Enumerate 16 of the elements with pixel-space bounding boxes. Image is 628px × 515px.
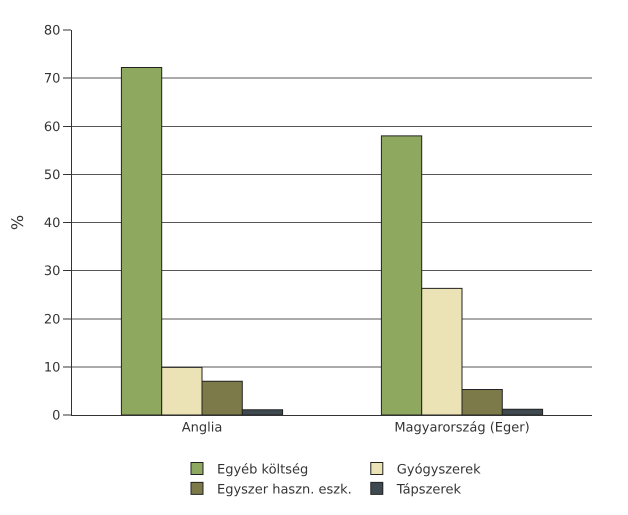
y-axis-title: % <box>8 214 27 230</box>
y-tick-label: 60 <box>44 120 60 135</box>
x-tick-label: Anglia <box>182 420 222 436</box>
y-tick-label: 0 <box>52 408 60 424</box>
y-tick-label: 20 <box>44 312 60 328</box>
y-tick-label: 80 <box>44 24 60 39</box>
legend-label: Tápszerek <box>396 482 462 498</box>
y-tick-label: 40 <box>44 216 60 232</box>
legend-label: Egyszer haszn. eszk. <box>217 482 352 498</box>
x-tick-label: Magyarország (Eger) <box>394 420 530 436</box>
y-tick-label: 50 <box>44 168 60 183</box>
legend-label: Egyéb költség <box>217 462 308 478</box>
y-tick-label: 70 <box>44 72 60 87</box>
y-tick-label: 30 <box>44 264 60 280</box>
legend-label: Gyógyszerek <box>396 462 482 478</box>
y-tick-label: 10 <box>44 360 60 376</box>
